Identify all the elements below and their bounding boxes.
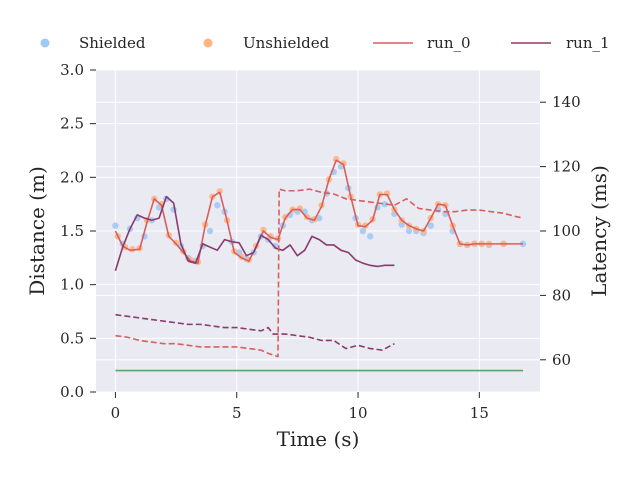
legend: Shielded Unshielded run_0 run_1: [40, 34, 610, 52]
latency-layer: [115, 188, 524, 358]
x-tick-label-2: 10: [348, 404, 367, 422]
shielded-point-43: [427, 222, 435, 229]
legend-label-run-1: run_1: [566, 34, 610, 52]
y-right-tick-label-3: 120: [552, 158, 581, 176]
x-axis-label: Time (s): [277, 427, 360, 451]
y-right-tick-label-1: 80: [552, 286, 571, 304]
y-axis-label-right: Latency (ms): [587, 165, 611, 297]
y-tick-label-1: 0.5: [60, 329, 84, 347]
y-tick-label-5: 2.5: [60, 115, 84, 133]
x-tick-label-3: 15: [470, 404, 489, 422]
legend-marker-shielded: [40, 38, 50, 48]
shielded-point-14: [214, 202, 221, 209]
shielded-point-0: [112, 222, 119, 229]
legend-label-unshielded: Unshielded: [243, 34, 330, 52]
distance-line-run-0: [114, 159, 524, 265]
y-right-tick-label-0: 60: [552, 351, 571, 369]
latency-line-run-1: [115, 313, 395, 351]
shielded-point-40: [405, 227, 413, 235]
y-axis-label: Distance (m): [25, 166, 49, 296]
legend-marker-unshielded: [203, 38, 213, 48]
shielded-point-37: [381, 200, 388, 208]
y-right-tick-label-2: 100: [552, 222, 581, 240]
line-layer: [114, 159, 524, 271]
y-tick-label-6: 3.0: [60, 61, 84, 79]
shielded-point-28: [316, 214, 323, 222]
legend-label-shielded: Shielded: [79, 34, 146, 52]
y-right-tick-label-4: 140: [552, 93, 581, 111]
x-tick-label-1: 5: [232, 404, 242, 422]
shielded-point-35: [366, 233, 374, 240]
legend-label-run-0: run_0: [427, 34, 471, 52]
unshielded-point-31: [340, 160, 347, 167]
latency-line-run-0: [115, 188, 524, 358]
y-tick-label-0: 0.0: [60, 383, 84, 401]
distance-line-run-1: [114, 195, 395, 271]
shielded-point-13: [206, 227, 214, 235]
y-tick-label-4: 2.0: [60, 168, 84, 186]
shielded-point-34: [359, 227, 367, 235]
right-axis: 60 80 100 120 140: [540, 93, 581, 369]
shielded-point-22: [272, 242, 279, 250]
y-tick-label-2: 1.0: [60, 276, 84, 294]
y-tick-label-3: 1.5: [60, 222, 84, 240]
x-tick-label-0: 0: [111, 404, 121, 422]
bottom-axis: 0 5 10 15: [111, 392, 489, 422]
grid: [96, 69, 540, 393]
left-axis: 0.0 0.5 1.0 1.5 2.0 2.5 3.0: [60, 61, 96, 401]
